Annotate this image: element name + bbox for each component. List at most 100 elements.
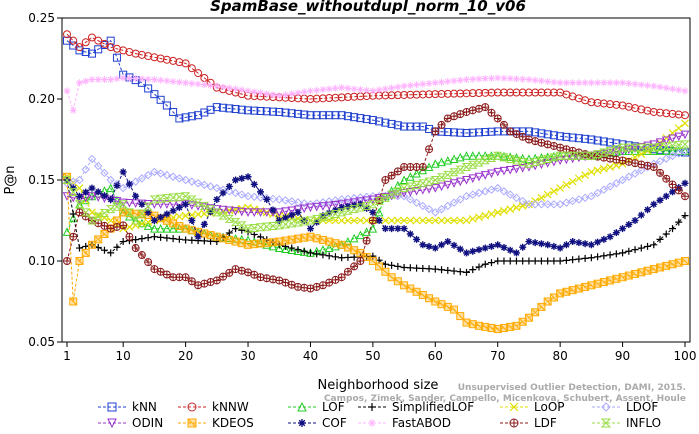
- data-point: [337, 111, 346, 120]
- data-point: [668, 146, 677, 155]
- marker-star: [487, 74, 495, 82]
- data-point: [455, 165, 465, 174]
- marker-star: [581, 79, 589, 87]
- data-point: [349, 193, 359, 203]
- data-point: [537, 88, 546, 97]
- data-point: [574, 195, 584, 204]
- marker-star: [537, 77, 545, 85]
- data-point: [182, 200, 190, 208]
- marker-circle: [587, 98, 596, 107]
- marker-hourglass: [574, 151, 584, 160]
- data-point: [338, 204, 346, 212]
- data-point: [556, 244, 564, 252]
- marker-triangle: [231, 207, 240, 216]
- data-point: [618, 175, 627, 185]
- marker-plus: [138, 251, 146, 259]
- data-point: [662, 154, 671, 163]
- data-point: [350, 262, 359, 271]
- marker-diamond: [206, 182, 215, 191]
- data-point: [625, 221, 633, 229]
- data-point: [131, 199, 140, 208]
- data-point: [88, 208, 96, 217]
- data-point: [413, 264, 421, 272]
- marker-plus: [119, 238, 127, 246]
- data-point: [87, 154, 97, 164]
- data-point: [337, 273, 346, 282]
- data-point: [162, 194, 172, 203]
- data-point: [187, 177, 197, 186]
- marker-hourglass: [455, 165, 465, 174]
- data-point: [562, 198, 571, 207]
- data-point: [137, 251, 146, 260]
- data-point: [63, 30, 71, 39]
- data-point: [418, 163, 427, 172]
- marker-triangle: [387, 191, 396, 201]
- marker-hourglass: [468, 160, 478, 169]
- marker-star: [500, 74, 508, 82]
- data-point: [437, 216, 446, 225]
- data-point: [81, 212, 90, 221]
- data-point: [418, 201, 428, 211]
- data-point: [549, 157, 559, 167]
- marker-triangle: [349, 198, 359, 207]
- marker-hourglass: [674, 141, 684, 150]
- x-tick-label: 80: [553, 349, 568, 363]
- data-point: [643, 106, 652, 115]
- data-point: [625, 247, 633, 255]
- data-point: [281, 108, 290, 117]
- data-point: [237, 105, 246, 114]
- data-point: [238, 174, 246, 182]
- marker-triangle: [356, 230, 365, 240]
- marker-plus: [500, 257, 508, 265]
- data-point: [250, 88, 258, 96]
- marker-star: [669, 85, 677, 93]
- data-point: [518, 164, 528, 173]
- data-point: [412, 187, 421, 196]
- marker-circle: [63, 30, 71, 39]
- data-point: [599, 137, 608, 146]
- data-point: [543, 200, 552, 209]
- marker-square: [475, 128, 483, 137]
- data-point: [325, 85, 333, 93]
- marker-asterisk: [250, 180, 258, 188]
- data-point: [381, 118, 390, 127]
- data-point: [75, 244, 83, 252]
- marker-x: [187, 211, 196, 219]
- marker-stroke: [69, 297, 78, 306]
- marker-square: [587, 135, 596, 144]
- data-point: [281, 214, 289, 222]
- marker-x: [331, 216, 340, 225]
- marker-hourglass: [249, 223, 259, 232]
- data-point: [531, 257, 539, 265]
- marker-triangle: [406, 172, 415, 181]
- marker-star: [331, 84, 339, 92]
- marker-circle: [75, 43, 84, 52]
- marker-triangle: [162, 223, 172, 233]
- data-point: [232, 176, 240, 184]
- data-point: [143, 221, 153, 230]
- marker-plus: [363, 237, 371, 245]
- marker-asterisk: [681, 179, 689, 187]
- marker-x: [468, 214, 477, 223]
- data-point: [506, 257, 514, 265]
- data-point: [581, 240, 589, 248]
- data-point: [63, 87, 71, 95]
- data-point: [100, 230, 109, 238]
- marker-star: [194, 80, 202, 88]
- marker-diamond: [237, 190, 246, 199]
- data-point: [655, 142, 665, 151]
- data-point: [368, 403, 376, 411]
- data-point: [631, 80, 639, 88]
- x-tick-label: 50: [365, 349, 380, 363]
- marker-hourglass: [81, 208, 91, 217]
- marker-star: [250, 88, 258, 96]
- marker-circle: [443, 89, 452, 98]
- marker-triangle: [393, 180, 403, 190]
- marker-plus: [306, 249, 314, 257]
- data-point: [156, 169, 165, 178]
- legend-label: ODIN: [132, 416, 163, 430]
- marker-circle: [325, 94, 334, 103]
- data-point: [480, 171, 490, 180]
